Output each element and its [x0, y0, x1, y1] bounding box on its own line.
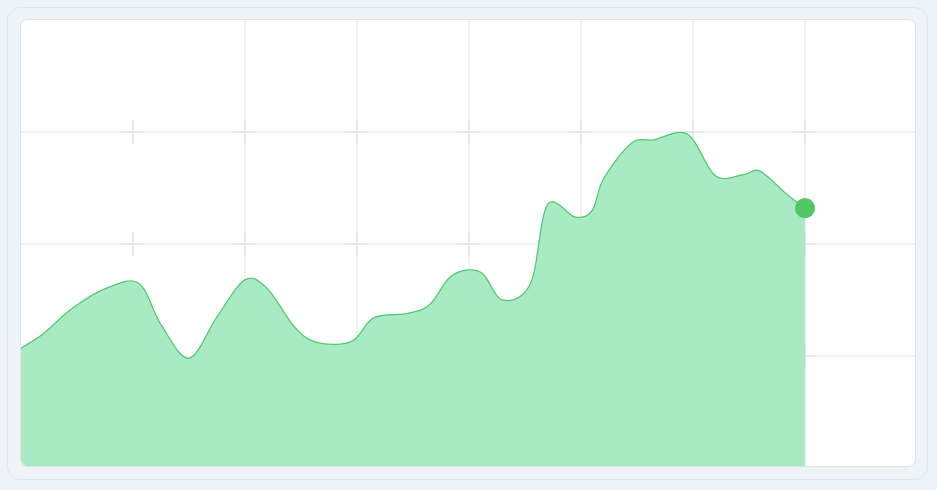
area-chart	[21, 20, 915, 466]
series-end-marker	[795, 198, 815, 219]
series-line	[21, 131, 806, 359]
series-area	[21, 132, 805, 466]
chart-card	[20, 19, 916, 467]
chart-series	[21, 131, 815, 466]
